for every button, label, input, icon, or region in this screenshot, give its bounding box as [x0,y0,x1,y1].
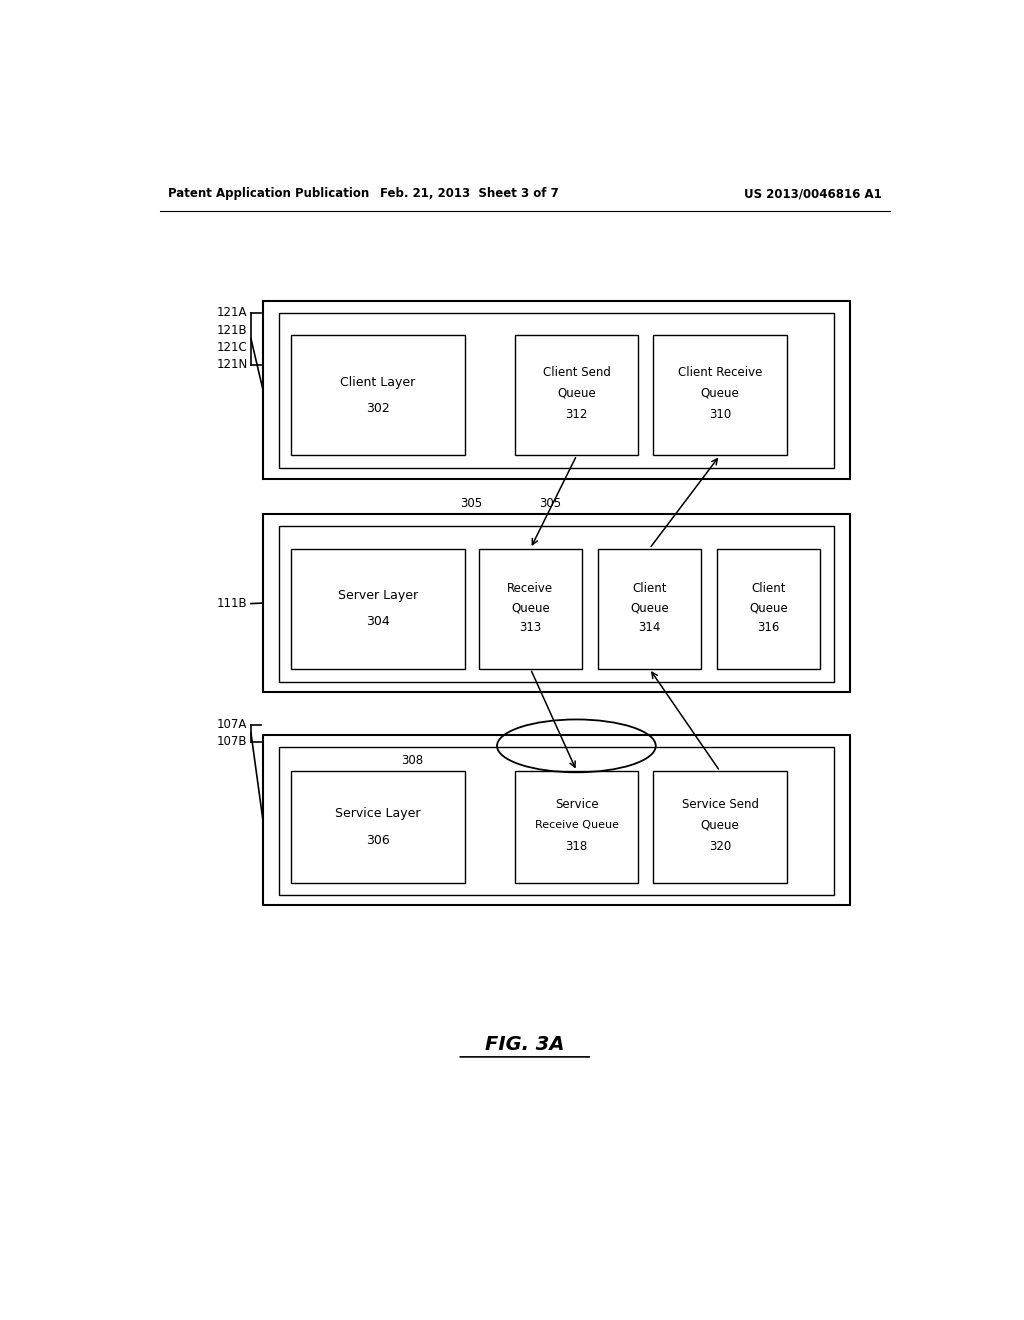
Text: Queue: Queue [700,818,739,832]
FancyBboxPatch shape [291,335,465,455]
Text: Client: Client [632,582,667,595]
Text: 316: 316 [757,622,779,635]
Text: Queue: Queue [750,601,787,614]
FancyBboxPatch shape [717,549,820,669]
Text: US 2013/0046816 A1: US 2013/0046816 A1 [744,187,882,201]
FancyBboxPatch shape [263,515,850,692]
FancyBboxPatch shape [515,771,638,883]
Text: Queue: Queue [700,387,739,400]
Text: 318: 318 [565,840,588,853]
FancyBboxPatch shape [653,335,786,455]
Text: 107A: 107A [217,718,247,731]
FancyBboxPatch shape [291,771,465,883]
Text: Client: Client [752,582,785,595]
Text: 121B: 121B [217,323,248,337]
Text: 312: 312 [565,408,588,421]
Text: 121C: 121C [217,341,248,354]
FancyBboxPatch shape [263,735,850,906]
FancyBboxPatch shape [653,771,786,883]
Text: 111B: 111B [217,597,248,610]
Text: Service Layer: Service Layer [335,808,421,821]
Text: 121A: 121A [217,306,248,319]
FancyBboxPatch shape [479,549,582,669]
Text: Client Send: Client Send [543,367,610,379]
Text: 308: 308 [401,754,423,767]
Text: 305: 305 [460,498,482,511]
Text: 121N: 121N [217,358,248,371]
Text: 306: 306 [367,834,390,847]
FancyBboxPatch shape [279,527,835,682]
Text: Service Send: Service Send [682,799,759,812]
Text: Queue: Queue [557,387,596,400]
Text: Queue: Queue [511,601,550,614]
FancyBboxPatch shape [291,549,465,669]
Text: 320: 320 [709,840,731,853]
Text: Client Layer: Client Layer [340,375,416,388]
FancyBboxPatch shape [279,747,835,895]
Text: Feb. 21, 2013  Sheet 3 of 7: Feb. 21, 2013 Sheet 3 of 7 [380,187,559,201]
FancyBboxPatch shape [263,301,850,479]
Text: 305: 305 [539,498,561,511]
Text: 107B: 107B [217,735,248,748]
Text: Client Receive: Client Receive [678,367,762,379]
Text: Receive: Receive [507,582,553,595]
FancyBboxPatch shape [515,335,638,455]
Text: 304: 304 [367,615,390,628]
Text: 314: 314 [638,622,660,635]
Text: FIG. 3A: FIG. 3A [485,1035,564,1055]
Text: 302: 302 [367,401,390,414]
Text: 313: 313 [519,622,542,635]
Text: Patent Application Publication: Patent Application Publication [168,187,369,201]
FancyBboxPatch shape [279,313,835,469]
Text: Receive Queue: Receive Queue [535,820,618,830]
Text: Service: Service [555,799,599,812]
FancyBboxPatch shape [598,549,701,669]
Text: Queue: Queue [630,601,669,614]
Text: 310: 310 [709,408,731,421]
Text: Server Layer: Server Layer [338,589,418,602]
